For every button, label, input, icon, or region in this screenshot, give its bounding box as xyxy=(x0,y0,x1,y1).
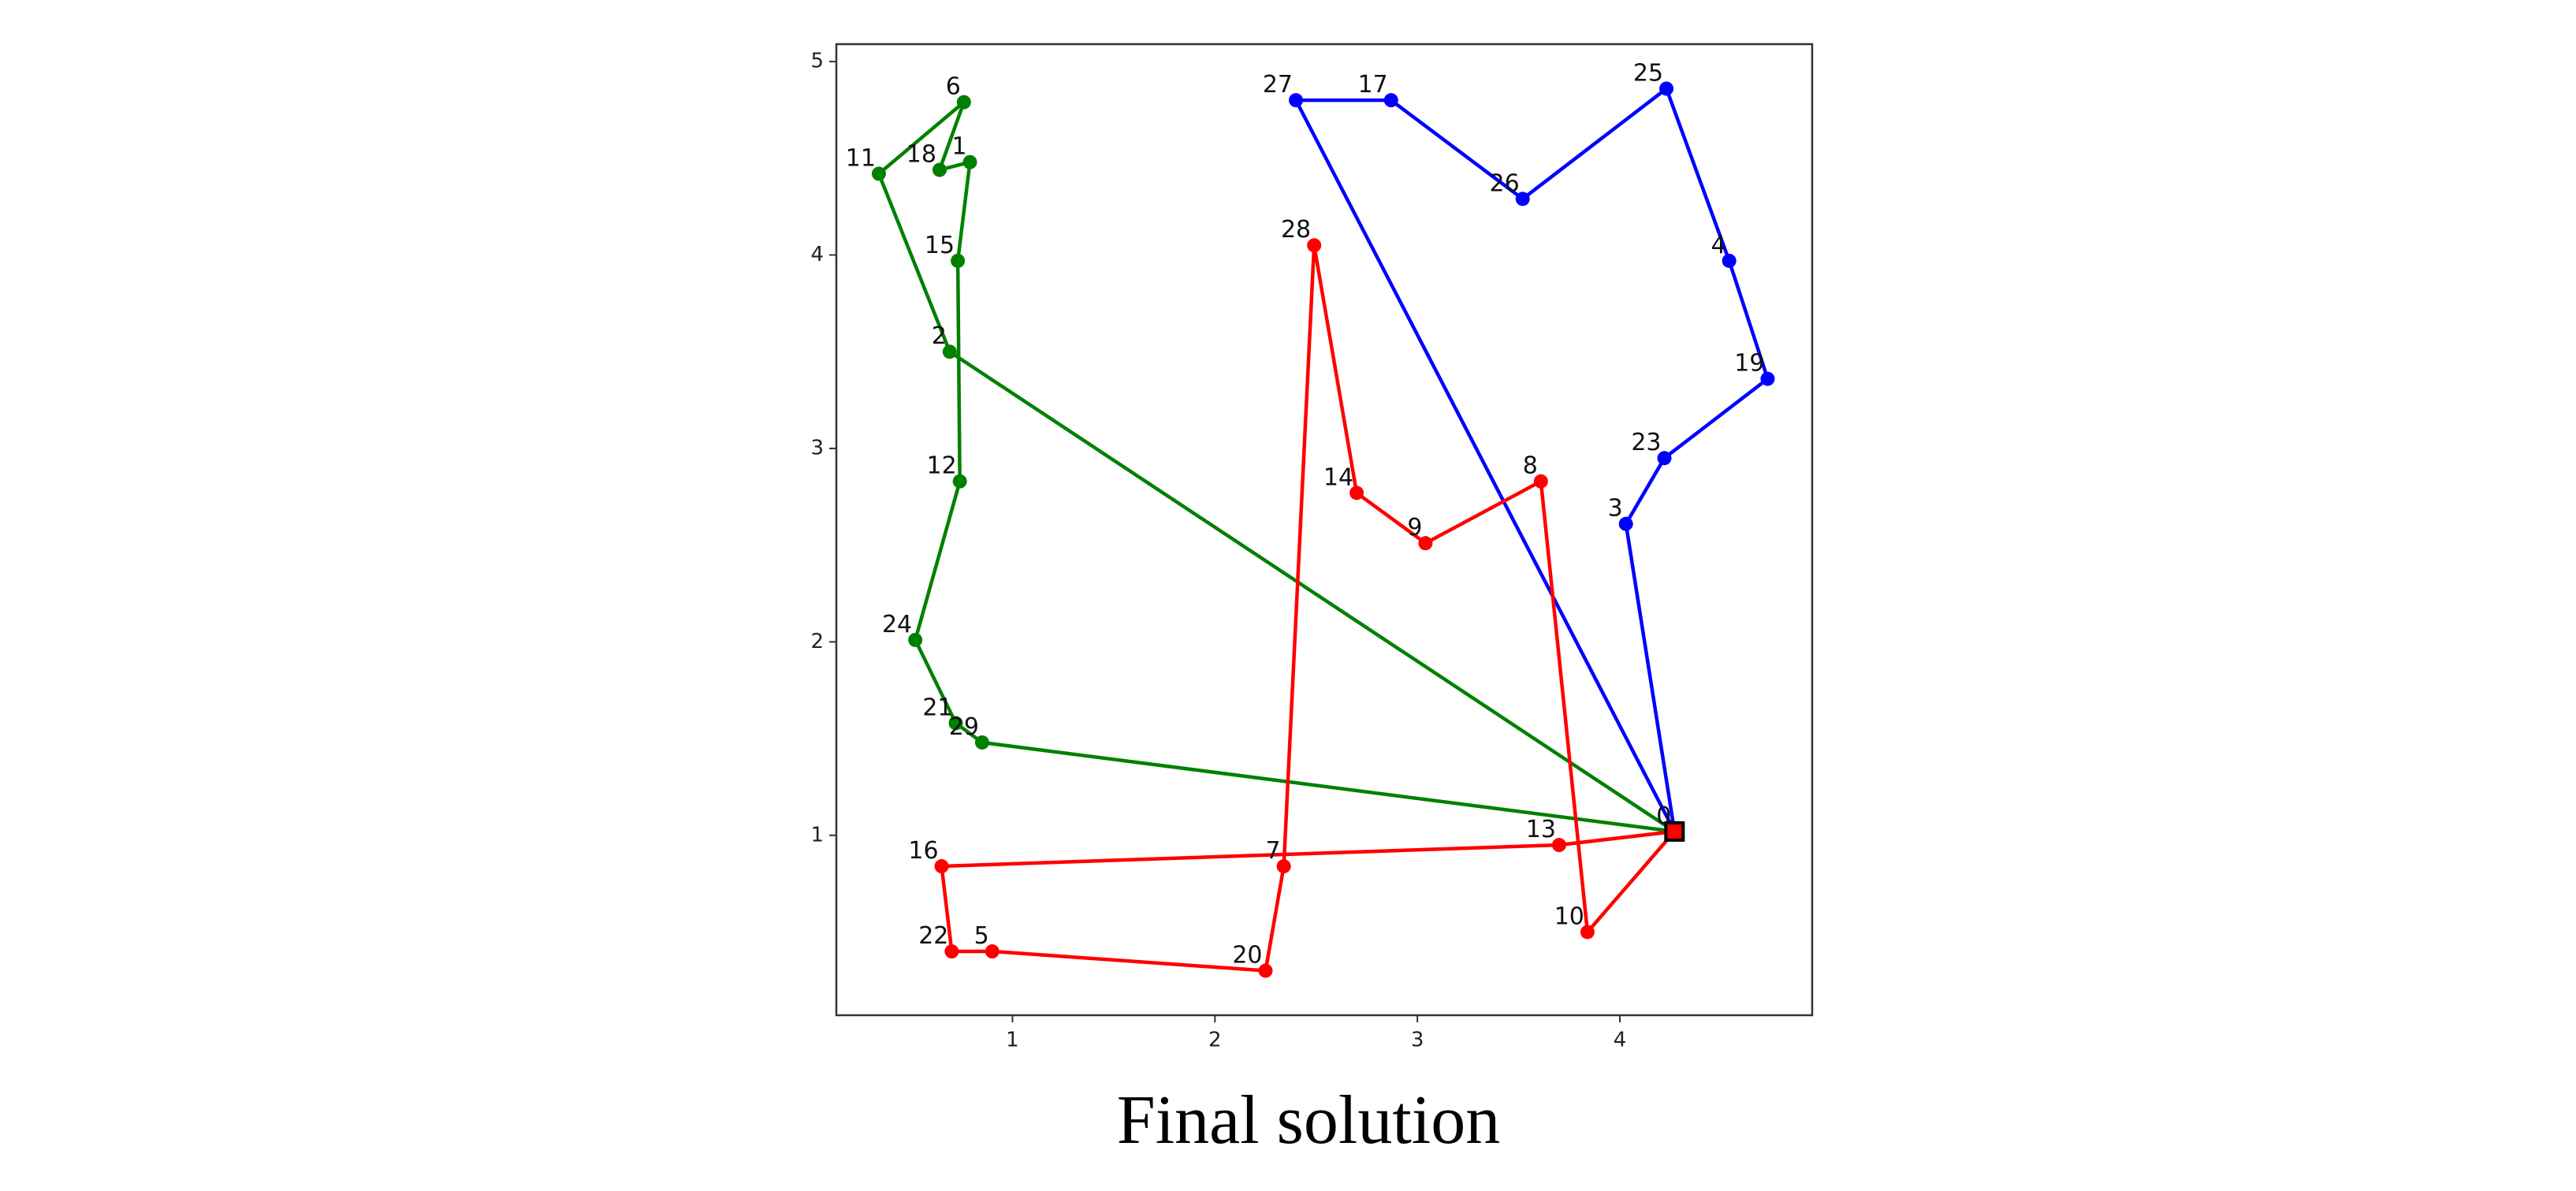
route-line xyxy=(877,100,984,744)
node-label: 28 xyxy=(1281,216,1311,244)
node-point xyxy=(1307,238,1322,253)
node-label: 20 xyxy=(1232,942,1262,970)
node-point xyxy=(1657,451,1672,466)
node-label: 1 xyxy=(951,133,966,161)
node-label: 17 xyxy=(1358,71,1388,99)
node-point xyxy=(952,474,967,489)
node-point xyxy=(974,735,989,750)
node-label: 18 xyxy=(906,141,936,169)
node-point xyxy=(948,716,963,731)
node-point xyxy=(985,944,1000,959)
node-point xyxy=(1383,93,1398,108)
node-point xyxy=(962,154,977,169)
node-label: 16 xyxy=(908,837,938,865)
y-tick-label: 2 xyxy=(810,630,824,653)
node-point xyxy=(1551,838,1566,853)
node-point xyxy=(1580,925,1595,940)
node-label: 4 xyxy=(1711,232,1726,259)
node-label: 14 xyxy=(1323,463,1353,491)
route-link xyxy=(1624,523,1677,832)
node-point xyxy=(951,253,966,268)
node-point xyxy=(934,859,949,874)
route-link xyxy=(948,350,1676,833)
node-point xyxy=(1533,474,1548,489)
y-tick-label: 5 xyxy=(810,50,824,73)
node-label: 13 xyxy=(1526,816,1556,843)
node-label: 29 xyxy=(949,713,979,741)
node-label: 6 xyxy=(946,73,961,101)
node-point xyxy=(1760,371,1775,386)
caption: Final solution xyxy=(1117,1082,1501,1159)
node-point xyxy=(1289,93,1304,108)
node-point xyxy=(956,95,971,110)
depot-marker xyxy=(1664,821,1685,842)
node-label: 3 xyxy=(1608,495,1623,523)
node-point xyxy=(1515,192,1530,207)
node-label: 2 xyxy=(932,322,947,350)
node-label: 19 xyxy=(1734,350,1764,378)
node-label: 7 xyxy=(1266,837,1281,865)
node-point xyxy=(908,632,923,647)
node-point xyxy=(932,162,947,177)
node-point xyxy=(871,166,886,181)
node-label: 22 xyxy=(918,922,948,950)
route-link xyxy=(1294,99,1677,832)
node-point xyxy=(1418,536,1433,551)
node-label: 10 xyxy=(1554,903,1584,930)
x-tick-label: 3 xyxy=(1411,1029,1424,1052)
node-label: 23 xyxy=(1631,429,1661,456)
node-point xyxy=(942,344,957,359)
x-tick-label: 4 xyxy=(1614,1029,1627,1052)
x-tick-label: 1 xyxy=(1006,1029,1019,1052)
node-label: 11 xyxy=(846,144,876,172)
route-link xyxy=(1586,830,1677,933)
node-label: 26 xyxy=(1490,169,1520,197)
plot-frame xyxy=(835,43,1814,1017)
node-point xyxy=(944,944,959,959)
node-label: 24 xyxy=(882,611,912,638)
node-label: 27 xyxy=(1263,71,1293,99)
node-point xyxy=(1722,253,1737,268)
route-line xyxy=(1296,87,1770,525)
node-label: 8 xyxy=(1523,452,1538,480)
depot-label: 0 xyxy=(1656,802,1671,830)
y-tick-label: 3 xyxy=(810,436,824,460)
node-label: 12 xyxy=(926,452,956,480)
node-label: 15 xyxy=(925,232,955,259)
node-point xyxy=(1276,859,1291,874)
node-point xyxy=(1349,486,1364,501)
node-label: 21 xyxy=(922,694,952,721)
y-tick-label: 1 xyxy=(810,823,824,847)
node-point xyxy=(1659,81,1674,96)
node-label: 25 xyxy=(1633,59,1663,87)
node-point xyxy=(1618,516,1633,531)
node-label: 5 xyxy=(974,922,989,950)
node-point xyxy=(1258,963,1273,978)
route-link xyxy=(981,740,1675,834)
node-label: 9 xyxy=(1407,514,1422,542)
x-tick-label: 2 xyxy=(1208,1029,1222,1052)
y-tick-label: 4 xyxy=(810,243,824,266)
